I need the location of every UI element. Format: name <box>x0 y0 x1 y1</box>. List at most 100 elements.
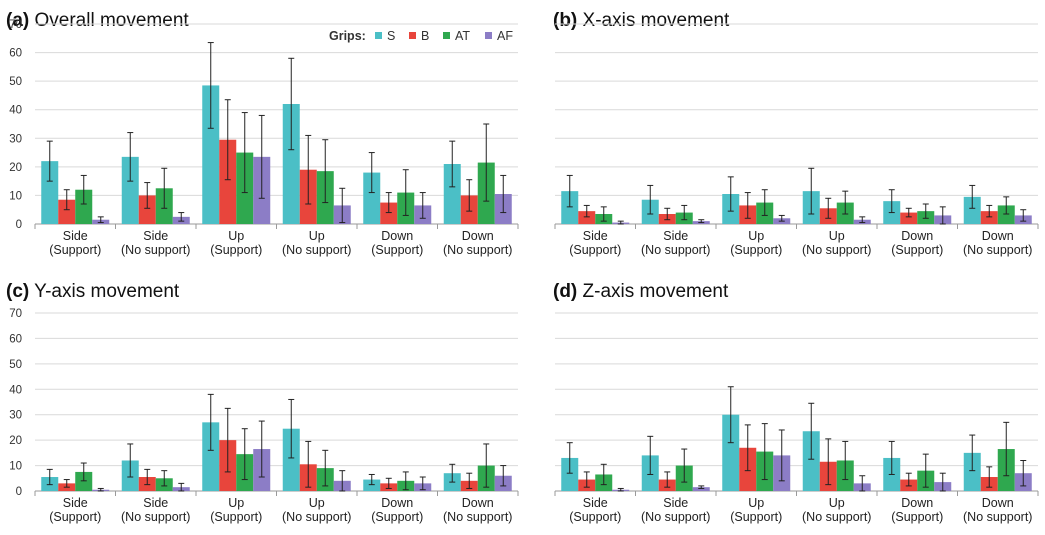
bar-AT <box>75 471 93 491</box>
legend-label-B: B <box>421 29 429 43</box>
y-tick-label: 0 <box>16 219 22 231</box>
legend-swatch-B <box>409 32 416 39</box>
legend: Grips: S B AT AF <box>329 29 513 43</box>
x-tick-label: (No support) <box>963 243 1032 257</box>
chart-title: (d) Z-axis movement <box>553 281 729 302</box>
x-tick-label: (No support) <box>121 243 190 257</box>
y-tick-label: 0 <box>16 486 22 498</box>
bar-B <box>380 202 398 224</box>
x-tick-label: Side <box>583 496 608 510</box>
x-tick-label: (Support) <box>891 243 943 257</box>
x-tick-label: Up <box>748 229 764 243</box>
x-tick-label: (Support) <box>371 243 423 257</box>
x-tick-label: Side <box>143 229 168 243</box>
x-tick-label: (No support) <box>443 510 512 524</box>
bar-S <box>722 414 740 491</box>
bar-S <box>121 156 139 224</box>
x-tick-label: Up <box>829 229 845 243</box>
x-tick-label: (Support) <box>210 510 262 524</box>
bar-S <box>363 172 381 224</box>
bar-S <box>963 196 981 224</box>
bar-B <box>58 199 76 224</box>
x-tick-label: Side <box>63 229 88 243</box>
panel-title-text: Y-axis movement <box>29 281 180 302</box>
x-tick-label: (No support) <box>121 510 190 524</box>
bar-S <box>443 164 461 224</box>
y-tick-label: 40 <box>9 105 22 117</box>
x-tick-label: (Support) <box>569 243 621 257</box>
x-tick-label: (No support) <box>802 243 871 257</box>
legend-label-S: S <box>387 29 395 43</box>
x-tick-label: Side <box>663 496 688 510</box>
chart-panel-d: (d) Z-axis movementSide(Support)Side(No … <box>553 281 1039 524</box>
y-tick-label: 40 <box>9 384 22 396</box>
bar-S <box>282 428 300 491</box>
x-tick-label: (Support) <box>371 510 423 524</box>
bar-AT <box>75 189 93 224</box>
x-tick-label: Down <box>901 229 933 243</box>
x-tick-label: Down <box>982 229 1014 243</box>
x-tick-label: (Support) <box>49 243 101 257</box>
bar-B <box>138 195 156 224</box>
x-tick-label: Side <box>143 496 168 510</box>
x-tick-label: (No support) <box>282 243 351 257</box>
y-tick-label: 50 <box>9 76 22 88</box>
bar-S <box>561 457 579 491</box>
bar-B <box>900 212 918 224</box>
legend-title: Grips: <box>329 29 366 43</box>
panel-letter: (c) <box>6 281 29 302</box>
x-tick-label: (No support) <box>802 510 871 524</box>
bar-B <box>578 211 596 224</box>
x-tick-label: Up <box>309 229 325 243</box>
chart-panel-c: (c) Y-axis movement010203040506070Side(S… <box>6 281 519 524</box>
x-tick-label: (No support) <box>443 243 512 257</box>
x-tick-label: (Support) <box>210 243 262 257</box>
chart-title: (c) Y-axis movement <box>6 281 180 302</box>
legend-swatch-AF <box>485 32 492 39</box>
x-tick-label: Up <box>228 496 244 510</box>
x-tick-label: (Support) <box>891 510 943 524</box>
x-tick-label: Up <box>748 496 764 510</box>
legend-swatch-S <box>375 32 382 39</box>
chart-panel-a: (a) Overall movement010203040506070Side(… <box>6 10 519 257</box>
x-tick-label: Down <box>982 496 1014 510</box>
bar-S <box>802 431 820 491</box>
x-tick-label: Up <box>228 229 244 243</box>
chart-panel-b: (b) X-axis movementSide(Support)Side(No … <box>553 10 1039 257</box>
y-tick-label: 30 <box>9 410 22 422</box>
panel-letter: (b) <box>553 10 577 31</box>
x-tick-label: Side <box>663 229 688 243</box>
bar-S <box>202 422 220 491</box>
legend-swatch-AT <box>443 32 450 39</box>
bar-S <box>963 452 981 491</box>
bar-AT <box>997 205 1015 224</box>
y-tick-label: 70 <box>9 308 22 320</box>
bar-AF <box>692 487 710 491</box>
x-tick-label: Up <box>309 496 325 510</box>
bar-S <box>202 85 220 224</box>
x-tick-label: (Support) <box>49 510 101 524</box>
x-tick-label: (No support) <box>963 510 1032 524</box>
panel-letter: (d) <box>553 281 577 302</box>
y-tick-label: 50 <box>9 359 22 371</box>
x-tick-label: Up <box>829 496 845 510</box>
x-tick-label: (No support) <box>282 510 351 524</box>
legend-label-AF: AF <box>497 29 513 43</box>
bar-S <box>561 191 579 224</box>
x-tick-label: (Support) <box>730 510 782 524</box>
y-tick-label: 20 <box>9 162 22 174</box>
x-tick-label: (Support) <box>569 510 621 524</box>
y-tick-label: 60 <box>9 333 22 345</box>
x-tick-label: Down <box>462 229 494 243</box>
x-tick-label: (Support) <box>730 243 782 257</box>
x-tick-label: Down <box>901 496 933 510</box>
x-tick-label: (No support) <box>641 510 710 524</box>
x-tick-label: Side <box>583 229 608 243</box>
y-tick-label: 10 <box>9 190 22 202</box>
y-tick-label: 70 <box>9 19 22 31</box>
bar-S <box>41 161 59 224</box>
x-tick-label: Down <box>381 229 413 243</box>
x-tick-label: (No support) <box>641 243 710 257</box>
